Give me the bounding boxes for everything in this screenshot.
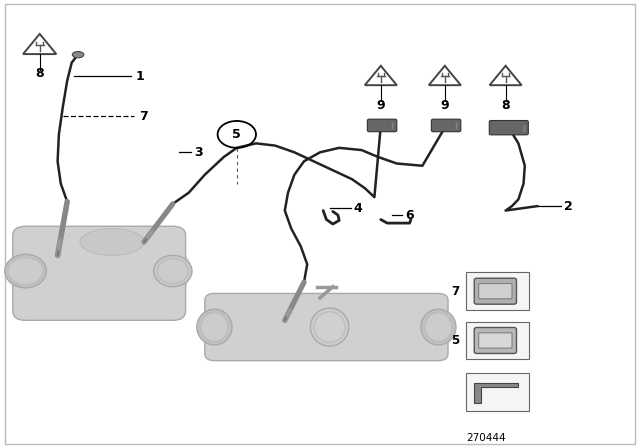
Text: 1: 1 bbox=[136, 69, 145, 83]
FancyBboxPatch shape bbox=[367, 119, 397, 132]
Text: 7: 7 bbox=[451, 284, 460, 298]
Text: 8: 8 bbox=[35, 67, 44, 81]
Ellipse shape bbox=[157, 259, 188, 284]
Text: 6: 6 bbox=[405, 208, 413, 222]
Ellipse shape bbox=[13, 230, 191, 321]
FancyBboxPatch shape bbox=[466, 322, 529, 359]
Ellipse shape bbox=[72, 52, 84, 58]
Ellipse shape bbox=[154, 255, 192, 287]
Ellipse shape bbox=[314, 312, 345, 342]
FancyBboxPatch shape bbox=[474, 278, 516, 304]
FancyBboxPatch shape bbox=[431, 119, 461, 132]
Ellipse shape bbox=[80, 228, 144, 255]
Text: 9: 9 bbox=[376, 99, 385, 112]
Ellipse shape bbox=[201, 313, 228, 341]
Text: 4: 4 bbox=[354, 202, 363, 215]
Ellipse shape bbox=[8, 258, 43, 284]
FancyBboxPatch shape bbox=[479, 284, 512, 299]
Ellipse shape bbox=[421, 309, 456, 345]
FancyBboxPatch shape bbox=[13, 226, 186, 320]
Text: 2: 2 bbox=[564, 199, 573, 213]
Text: 9: 9 bbox=[440, 99, 449, 112]
FancyBboxPatch shape bbox=[466, 272, 529, 310]
Text: 270444: 270444 bbox=[467, 433, 506, 443]
Text: 7: 7 bbox=[140, 110, 148, 123]
FancyBboxPatch shape bbox=[466, 373, 529, 411]
Text: 5: 5 bbox=[451, 334, 460, 347]
Ellipse shape bbox=[4, 254, 46, 288]
Polygon shape bbox=[474, 383, 518, 403]
Text: 8: 8 bbox=[501, 99, 510, 112]
FancyBboxPatch shape bbox=[205, 293, 448, 361]
Ellipse shape bbox=[425, 313, 452, 341]
FancyBboxPatch shape bbox=[479, 333, 512, 348]
Text: 5: 5 bbox=[232, 128, 241, 141]
Ellipse shape bbox=[310, 308, 349, 346]
Ellipse shape bbox=[197, 309, 232, 345]
FancyBboxPatch shape bbox=[490, 121, 529, 135]
Text: 3: 3 bbox=[194, 146, 202, 159]
FancyBboxPatch shape bbox=[5, 4, 635, 444]
FancyBboxPatch shape bbox=[474, 327, 516, 353]
